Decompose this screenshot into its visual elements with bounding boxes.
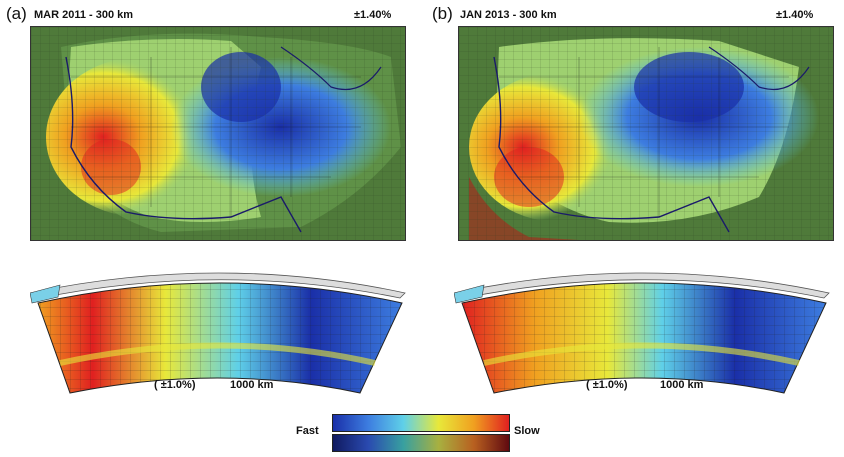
section-a-range: ( ±1.0%) [154,379,196,391]
colorbar-top-scale [332,414,510,432]
colorbar-bottom-scale [332,434,510,452]
section-a-scale: 1000 km [230,379,274,391]
colorbar: Fast Slow [296,410,540,456]
tomography-map-a [30,26,406,241]
panel-b-title: JAN 2013 - 300 km [460,9,557,21]
panel-b-letter: (b) [432,4,453,23]
panel-a-title: MAR 2011 - 300 km [34,9,134,21]
panel-a-letter: (a) [6,4,27,23]
panel-a-range: ±1.40% [354,9,392,21]
section-b-scale: 1000 km [660,379,704,391]
section-b-range: ( ±1.0%) [586,379,628,391]
cross-section-b: ( ±1.0%) 1000 km [454,253,840,403]
colorbar-fast-label: Fast [296,425,319,437]
panel-b-range: ±1.40% [776,9,814,21]
cross-section-a: ( ±1.0%) 1000 km [30,253,416,403]
tomography-map-b [458,26,834,241]
colorbar-slow-label: Slow [514,425,540,437]
